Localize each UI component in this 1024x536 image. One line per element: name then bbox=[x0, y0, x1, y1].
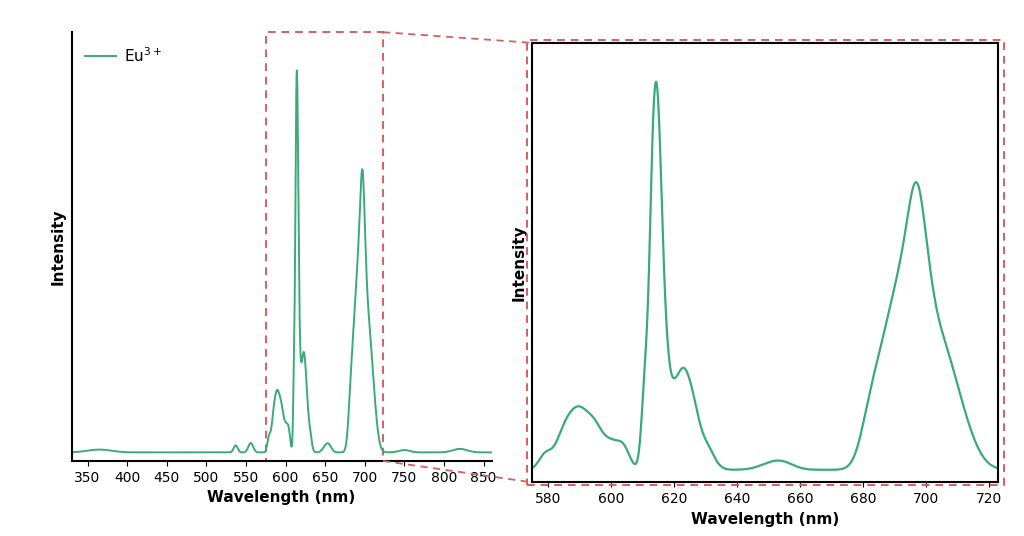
X-axis label: Wavelength (nm): Wavelength (nm) bbox=[208, 490, 355, 505]
X-axis label: Wavelength (nm): Wavelength (nm) bbox=[691, 512, 840, 527]
Eu$^{3+}$ bbox=[314, 448, 327, 455]
Eu$^{3+}$ bbox=[485, 449, 498, 456]
Eu$^{3+}$ bbox=[197, 449, 209, 456]
Eu$^{3+}$ bbox=[399, 447, 412, 453]
Eu$^{3+}$ bbox=[217, 449, 229, 456]
Eu$^{3+}$ bbox=[291, 67, 303, 73]
Bar bbox=[266, 32, 383, 461]
Y-axis label: Intensity: Intensity bbox=[51, 209, 67, 285]
Line: Eu$^{3+}$: Eu$^{3+}$ bbox=[72, 70, 492, 452]
Legend: Eu$^{3+}$: Eu$^{3+}$ bbox=[79, 40, 168, 71]
Eu$^{3+}$ bbox=[333, 449, 345, 456]
Y-axis label: Intensity: Intensity bbox=[512, 225, 527, 301]
Eu$^{3+}$ bbox=[66, 449, 78, 456]
Eu$^{3+}$ bbox=[377, 448, 389, 454]
Eu$^{3+}$ bbox=[87, 447, 99, 453]
